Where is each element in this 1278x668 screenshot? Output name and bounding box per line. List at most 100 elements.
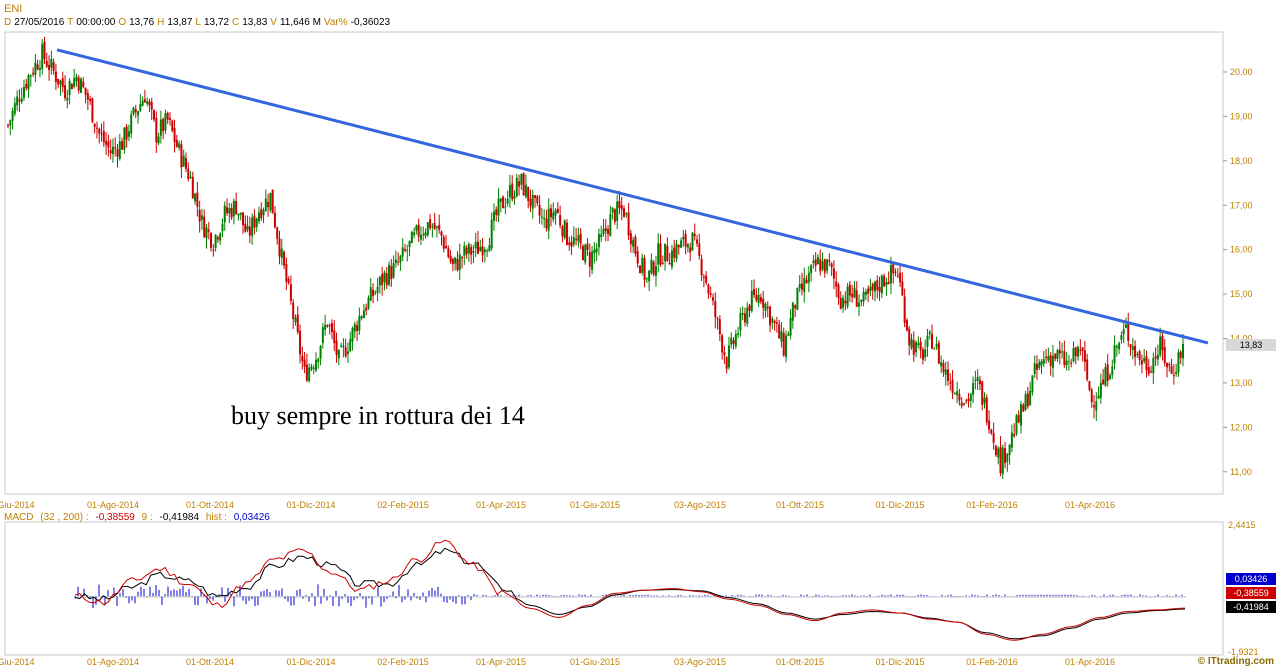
candle-body: [721, 335, 724, 353]
candle-body: [1177, 352, 1180, 373]
candle-body: [812, 261, 815, 263]
candle-body: [196, 192, 199, 207]
candle-body: [442, 236, 445, 249]
candle-body: [1106, 364, 1109, 381]
candle-body: [477, 241, 479, 254]
price-y-tick-1: 12,00: [1230, 422, 1253, 432]
candle-body: [545, 218, 548, 229]
price-x-tick-5: 01-Apr-2015: [476, 500, 526, 510]
candle-body: [16, 96, 19, 106]
candle-body: [915, 342, 918, 353]
candle-body: [693, 233, 696, 237]
candle-body: [559, 215, 562, 226]
candle-body: [25, 83, 28, 89]
price-y-tick-9: 20,00: [1230, 67, 1253, 77]
macd-panel-frame: [4, 521, 1224, 656]
trendline[interactable]: [56, 48, 1209, 345]
info-key-0: D: [4, 17, 12, 28]
candle-body: [324, 324, 327, 330]
candle-body: [771, 318, 774, 323]
candle-body: [561, 226, 564, 237]
candle-body: [983, 397, 986, 404]
macd-line: [74, 539, 1186, 641]
candle-body: [34, 62, 37, 75]
candle-body: [1079, 350, 1082, 352]
candle-body: [1065, 360, 1068, 366]
candle-body: [109, 150, 112, 154]
candle-body: [686, 244, 689, 248]
candle-body: [271, 189, 274, 214]
candle-body: [1140, 360, 1143, 365]
candle-body: [205, 227, 208, 239]
candle-body: [552, 212, 555, 220]
candle-body: [597, 233, 600, 248]
candle-body: [867, 288, 870, 294]
candle-body: [419, 235, 422, 240]
price-y-tick-3: 14,00: [1230, 334, 1253, 344]
candle-body: [734, 334, 737, 347]
candle-body: [826, 259, 829, 271]
info-key-1: T: [67, 17, 74, 28]
candle-body: [661, 262, 664, 264]
price-x-tick-4: 02-Feb-2015: [377, 500, 429, 510]
candle-body: [928, 331, 931, 335]
candle-body: [937, 342, 940, 364]
candle-body: [1031, 375, 1034, 393]
candle-body: [171, 120, 174, 131]
candle-body: [137, 111, 140, 116]
candle-body: [116, 149, 119, 157]
candle-body: [513, 196, 516, 199]
candle-body: [960, 402, 963, 407]
candle-body: [978, 380, 981, 385]
candle-body: [237, 213, 240, 216]
candlestick-series: [7, 36, 1184, 480]
candle-body: [362, 310, 365, 318]
candle-body: [894, 271, 897, 273]
candle-body: [1042, 358, 1045, 364]
candle-body: [746, 307, 749, 324]
candle-body: [289, 284, 292, 301]
candle-body: [214, 234, 217, 248]
candle-body: [1175, 372, 1178, 375]
price-x-tick-7: 03-Ago-2015: [674, 500, 726, 510]
candle-body: [967, 398, 970, 402]
candle-body: [342, 345, 345, 348]
candle-body: [1077, 346, 1080, 357]
candle-body: [944, 369, 947, 375]
candle-body: [780, 331, 783, 342]
candle-body: [691, 232, 694, 251]
candle-body: [216, 237, 219, 240]
candle-body: [378, 276, 381, 286]
candle-body: [670, 250, 673, 267]
price-x-tick-3: 01-Dic-2014: [286, 500, 335, 510]
candle-body: [178, 143, 181, 148]
candle-body: [305, 364, 308, 381]
candle-body: [816, 257, 819, 265]
candle-body: [1090, 389, 1093, 403]
candle-body: [919, 341, 922, 351]
candle-body: [652, 261, 655, 275]
candle-body: [11, 110, 14, 121]
candle-body: [429, 219, 432, 229]
candle-body: [38, 67, 41, 70]
candle-body: [1179, 351, 1182, 358]
candle-body: [1154, 356, 1157, 359]
candle-body: [1074, 347, 1077, 356]
candle-body: [716, 318, 719, 320]
candle-body: [1115, 346, 1118, 348]
candle-body: [200, 215, 203, 220]
candle-body: [570, 242, 573, 247]
info-value-3: 13,87: [167, 17, 193, 28]
candle-body: [130, 114, 133, 134]
candle-body: [198, 210, 201, 222]
price-y-tick-5: 16,00: [1230, 245, 1253, 255]
candle-body: [162, 118, 165, 132]
candle-body: [1040, 361, 1043, 366]
candle-body: [1120, 335, 1123, 340]
candle-body: [59, 80, 62, 85]
candle-body: [230, 208, 233, 218]
candle-body: [465, 247, 468, 255]
candle-body: [346, 351, 349, 355]
candle-body: [588, 252, 591, 267]
candle-body: [871, 283, 874, 291]
